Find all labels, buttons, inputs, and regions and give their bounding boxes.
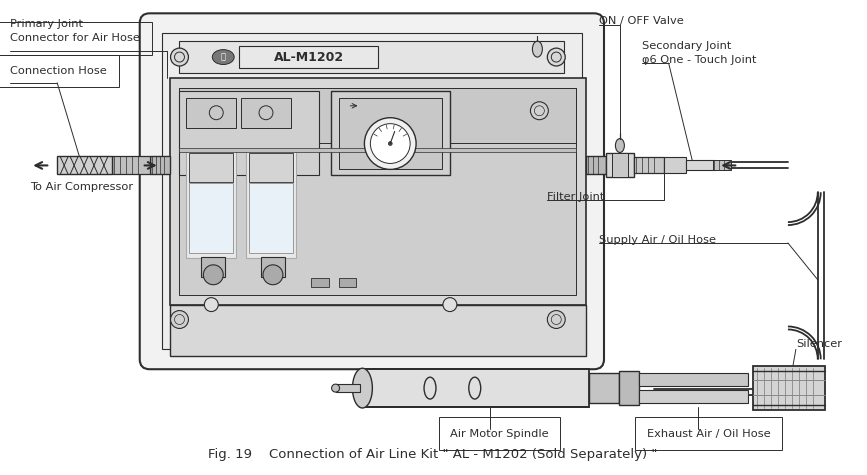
Text: Ⓝ: Ⓝ <box>221 53 225 62</box>
Bar <box>179 41 564 73</box>
Ellipse shape <box>331 384 340 392</box>
Bar <box>639 390 748 403</box>
Bar <box>586 156 606 174</box>
Bar <box>241 98 290 128</box>
Bar <box>179 91 319 175</box>
Text: Connection Hose: Connection Hose <box>10 66 108 76</box>
Bar <box>189 183 233 253</box>
Bar <box>239 46 378 68</box>
Bar <box>639 373 748 386</box>
Bar <box>246 149 296 258</box>
Bar <box>186 98 236 128</box>
Text: Fig. 19    Connection of Air Line Kit " AL - M1202 (Sold Separately) ": Fig. 19 Connection of Air Line Kit " AL … <box>208 447 658 461</box>
Bar <box>634 158 663 173</box>
Text: Connector for Air Hose: Connector for Air Hose <box>10 33 140 43</box>
Bar <box>179 88 577 294</box>
Ellipse shape <box>353 368 372 408</box>
Bar <box>150 156 170 174</box>
Bar <box>336 384 361 392</box>
Bar <box>57 156 112 174</box>
Bar <box>170 78 586 304</box>
Bar <box>338 98 442 170</box>
Bar <box>249 183 293 253</box>
Circle shape <box>370 124 410 163</box>
Text: ON / OFF Valve: ON / OFF Valve <box>599 16 684 26</box>
Bar <box>261 257 285 277</box>
Bar <box>606 153 634 177</box>
Text: Supply Air / Oil Hose: Supply Air / Oil Hose <box>599 235 716 245</box>
Text: Silencer: Silencer <box>796 340 842 350</box>
Bar <box>170 304 586 356</box>
Text: To Air Compressor: To Air Compressor <box>30 182 134 192</box>
Circle shape <box>531 102 548 120</box>
Circle shape <box>204 265 223 285</box>
Bar <box>179 148 577 152</box>
Circle shape <box>263 265 283 285</box>
FancyBboxPatch shape <box>140 13 604 369</box>
Bar <box>612 153 628 177</box>
Ellipse shape <box>532 41 543 57</box>
Circle shape <box>547 48 565 66</box>
Circle shape <box>443 298 457 312</box>
Bar <box>189 152 233 182</box>
Bar <box>179 88 577 142</box>
Circle shape <box>187 102 205 120</box>
Bar <box>714 161 731 171</box>
Bar <box>663 158 686 173</box>
Bar <box>338 278 356 287</box>
Bar <box>589 373 619 403</box>
Circle shape <box>388 142 392 145</box>
Bar <box>201 257 225 277</box>
Text: AL-M1202: AL-M1202 <box>274 50 344 64</box>
Bar <box>361 369 589 407</box>
Text: Filter Joint: Filter Joint <box>547 192 604 202</box>
Circle shape <box>205 298 218 312</box>
Bar <box>186 149 236 258</box>
Text: Air Motor Spindle: Air Motor Spindle <box>450 429 549 439</box>
Circle shape <box>171 48 188 66</box>
Circle shape <box>364 118 416 170</box>
Bar <box>686 161 715 171</box>
Bar <box>753 366 825 410</box>
Bar <box>330 91 450 175</box>
Text: Exhaust Air / Oil Hose: Exhaust Air / Oil Hose <box>647 429 771 439</box>
Text: Primary Joint: Primary Joint <box>10 19 83 29</box>
Bar <box>619 371 639 405</box>
Text: Secondary Joint: Secondary Joint <box>642 41 731 51</box>
Bar <box>112 156 150 174</box>
Bar <box>310 278 329 287</box>
Ellipse shape <box>616 139 624 152</box>
Ellipse shape <box>212 49 234 65</box>
Text: φ6 One - Touch Joint: φ6 One - Touch Joint <box>642 55 756 65</box>
Circle shape <box>547 311 565 329</box>
Bar <box>161 33 582 349</box>
Circle shape <box>171 311 188 329</box>
Bar <box>249 152 293 182</box>
